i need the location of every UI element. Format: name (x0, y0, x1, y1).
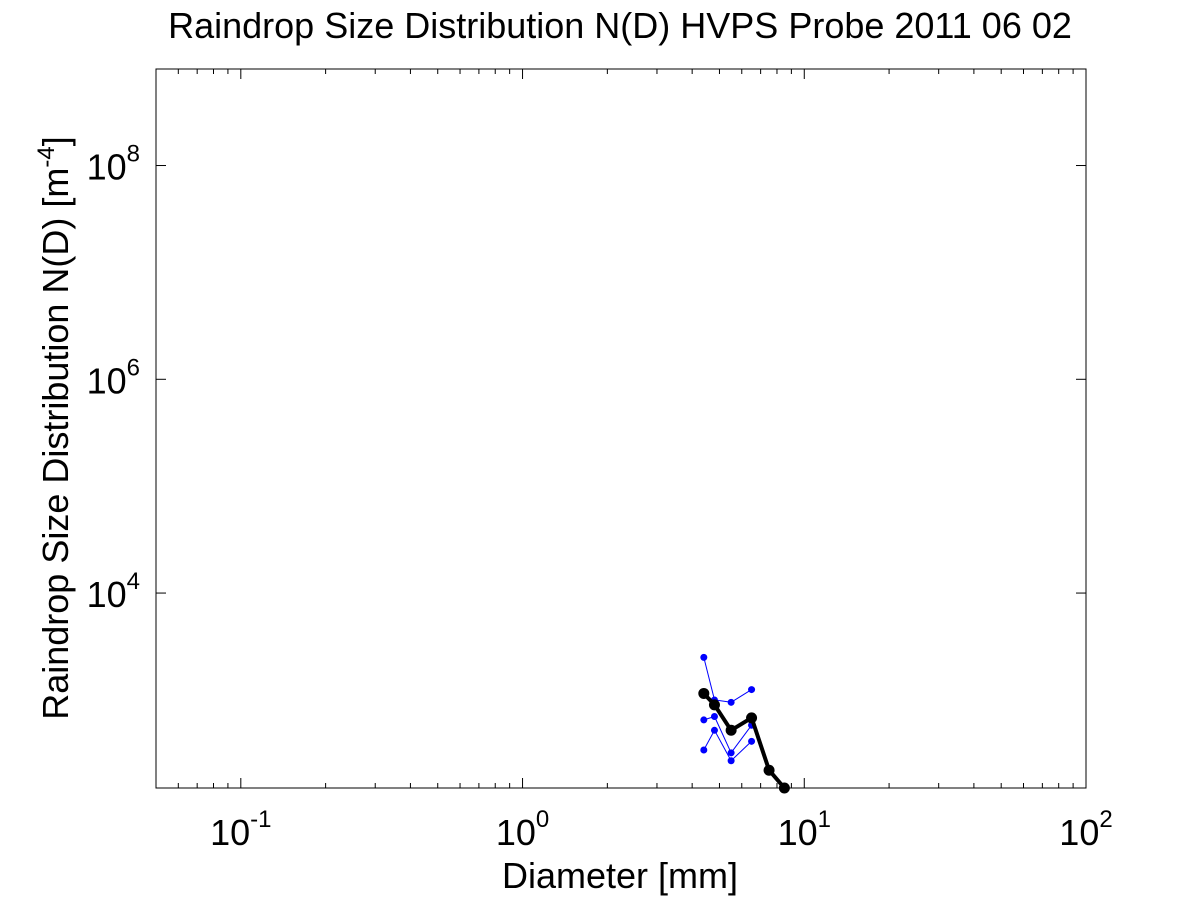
series-2 (700, 712, 756, 757)
series-3-point (748, 737, 756, 745)
x-axis-label: Diameter [mm] (502, 855, 738, 896)
x-tick-label: 100 (496, 806, 549, 853)
x-tick-label-base: 10 (496, 812, 536, 853)
y-tick-label-exp: 4 (127, 568, 140, 595)
series-2-point (700, 716, 708, 724)
series-2-line (703, 716, 753, 754)
series-3-point (710, 726, 718, 734)
series-2-point (710, 712, 718, 720)
y-tick-label: 104 (87, 568, 140, 615)
series-1-point (748, 686, 756, 694)
y-axis-label: Raindrop Size Distribution N(D) [m-4] (33, 136, 76, 720)
y-axis-label-close: ] (35, 136, 76, 146)
y-tick-label-base: 10 (87, 360, 127, 401)
minor-ticks (155, 69, 1074, 788)
series-1-point (727, 698, 735, 706)
series-0-point (746, 712, 758, 724)
series-3 (700, 726, 756, 765)
x-tick-label-exp: -1 (250, 806, 271, 833)
y-tick-label-base: 10 (87, 574, 127, 615)
y-tick-label-exp: 6 (127, 354, 140, 381)
series-0-point (725, 724, 737, 736)
chart-title: Raindrop Size Distribution N(D) HVPS Pro… (168, 5, 1072, 46)
x-tick-label: 101 (778, 806, 831, 853)
series-0-point (698, 687, 710, 699)
y-tick-label-base: 10 (87, 147, 127, 188)
series-0-point (708, 699, 720, 711)
y-tick-label: 108 (87, 141, 140, 188)
x-tick-label-exp: 2 (1099, 806, 1112, 833)
x-tick-label-base: 10 (778, 812, 818, 853)
y-tick-label-exp: 8 (127, 141, 140, 168)
series-group (698, 653, 790, 794)
y-axis-label-main: Raindrop Size Distribution N(D) [m (35, 168, 76, 720)
x-tick-label: 102 (1059, 806, 1112, 853)
series-3-point (727, 757, 735, 765)
y-axis-label-sup: -4 (33, 146, 60, 167)
x-tick-label-base: 10 (210, 812, 250, 853)
x-tick-label-base: 10 (1059, 812, 1099, 853)
series-1-line (703, 657, 752, 703)
series-3-line (703, 729, 752, 762)
series-0 (698, 687, 790, 794)
series-1-point (700, 653, 708, 661)
axes-frame (155, 68, 1087, 789)
series-0-point (763, 764, 775, 776)
x-tick-labels: 10-1 100 101 102 (210, 806, 1113, 853)
y-tick-label: 106 (87, 354, 140, 401)
x-tick-label-exp: 0 (536, 806, 549, 833)
series-2-point (727, 749, 735, 757)
x-tick-label: 10-1 (210, 806, 271, 853)
series-3-point (700, 746, 708, 754)
plot-area (156, 69, 1086, 788)
x-tick-label-exp: 1 (818, 806, 831, 833)
